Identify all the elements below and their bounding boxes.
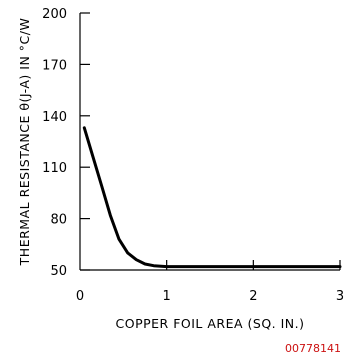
x-tick-label: 3 xyxy=(336,289,344,304)
x-tick-label: 1 xyxy=(163,289,171,304)
y-tick-label: 80 xyxy=(50,213,67,228)
thermal-resistance-line xyxy=(82,126,342,269)
y-tick-label: 170 xyxy=(42,58,67,73)
figure-id: 00778141 xyxy=(285,342,341,355)
x-tick-label: 2 xyxy=(249,289,257,304)
y-ticks: 50 80 110 140 170 200 xyxy=(42,7,90,279)
axes xyxy=(79,13,340,271)
y-tick-label: 50 xyxy=(50,264,67,279)
y-axis-title: THERMAL RESISTANCE θ(J-A) IN °C/W xyxy=(17,18,32,267)
y-tick-label: 200 xyxy=(42,7,67,22)
x-ticks: 0 1 2 3 xyxy=(76,260,344,304)
y-tick-label: 110 xyxy=(42,161,67,176)
series-layer xyxy=(82,126,342,269)
x-tick-label: 0 xyxy=(76,289,84,304)
y-tick-label: 140 xyxy=(42,110,67,125)
x-axis-title: COPPER FOIL AREA (SQ. IN.) xyxy=(116,316,305,331)
